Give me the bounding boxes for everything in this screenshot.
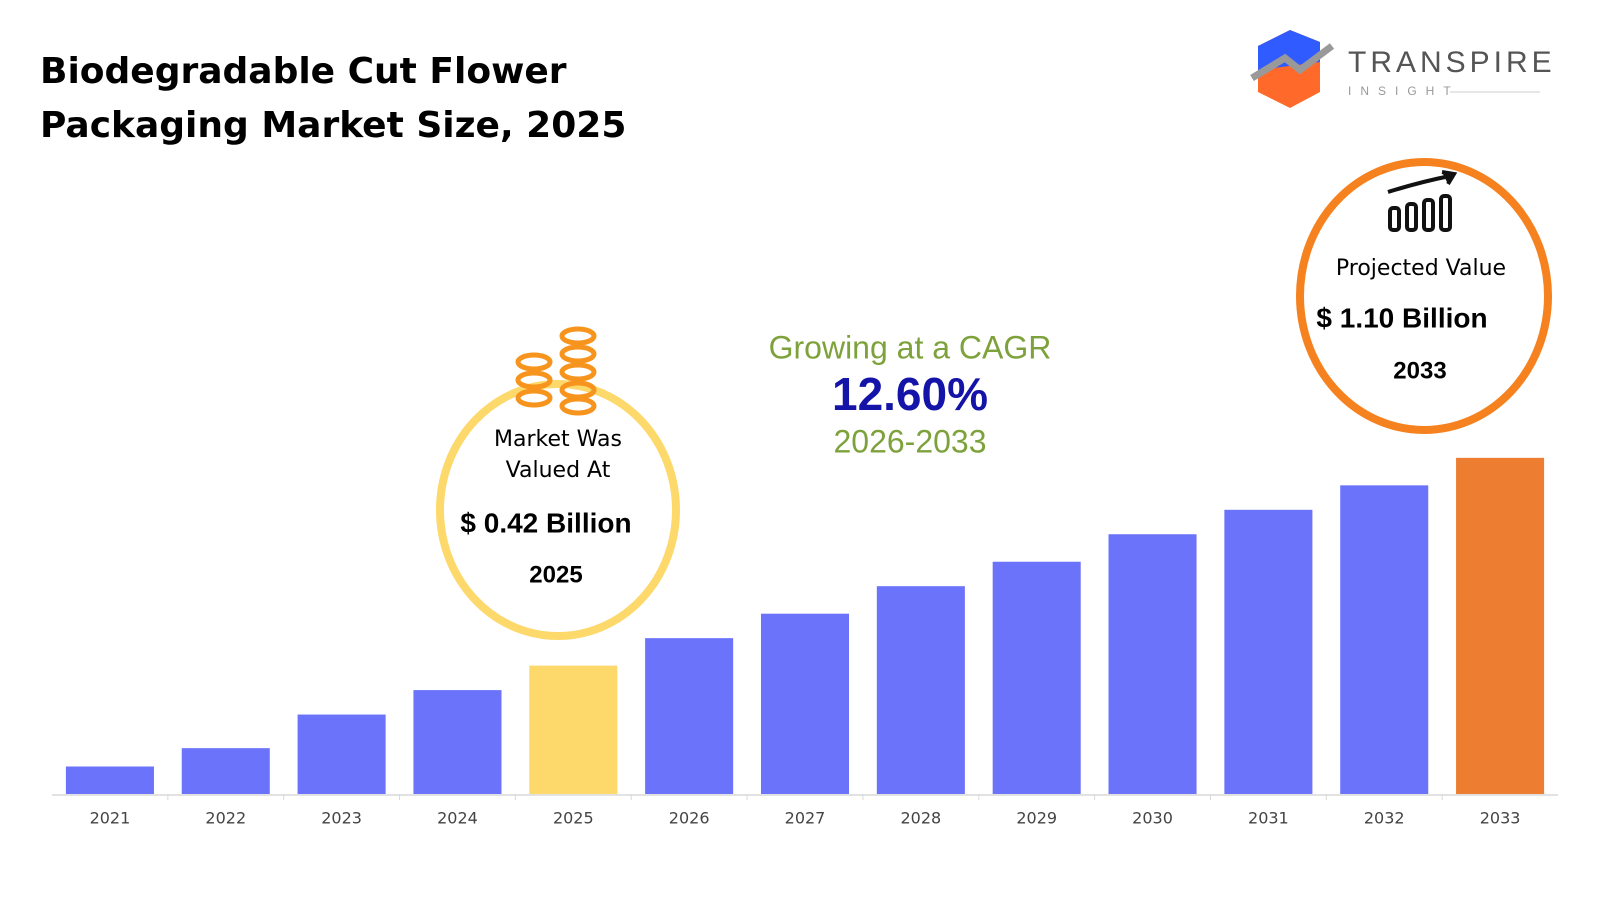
start-note-line: Market Was xyxy=(494,427,622,452)
bar xyxy=(1340,485,1429,794)
end-year: 2033 xyxy=(1393,357,1446,384)
start-ring xyxy=(436,380,680,640)
logo: TRANSPIRE INSIGHT xyxy=(1250,30,1556,108)
x-tick-label: 2033 xyxy=(1480,809,1521,828)
bar xyxy=(876,586,965,794)
x-tick-label: 2027 xyxy=(785,809,826,828)
x-tick-label: 2031 xyxy=(1248,809,1289,828)
x-tick-label: 2023 xyxy=(321,809,362,828)
end-lead: Projected Value xyxy=(1336,256,1506,281)
bar xyxy=(760,613,850,794)
bar xyxy=(1108,534,1197,794)
brand-tagline: INSIGHT xyxy=(1348,84,1460,98)
x-tick-label: 2022 xyxy=(205,809,246,828)
coins-icon xyxy=(515,326,597,416)
cagr-rate: 12.60% xyxy=(832,368,988,420)
logo-hex-top xyxy=(1258,30,1320,70)
bar xyxy=(1456,457,1545,794)
x-tick-label: 2029 xyxy=(1016,809,1057,828)
brand-name: TRANSPIRE xyxy=(1348,46,1556,79)
bar xyxy=(181,748,270,794)
x-tick-label: 2032 xyxy=(1364,809,1405,828)
bar xyxy=(1224,509,1313,794)
x-tick-label: 2024 xyxy=(437,809,478,828)
start-year: 2025 xyxy=(529,561,582,588)
x-tick-label: 2025 xyxy=(553,809,594,828)
x-tick-label: 2026 xyxy=(669,809,710,828)
logo-arrow xyxy=(1250,43,1335,81)
end-ring xyxy=(1296,158,1552,434)
x-tick-label: 2028 xyxy=(900,809,941,828)
bar xyxy=(645,638,734,794)
bar xyxy=(413,690,502,794)
bar xyxy=(65,766,154,794)
cagr-lead: Growing at a CAGR xyxy=(769,329,1052,365)
growth-icon xyxy=(1387,170,1458,232)
x-tick-label: 2030 xyxy=(1132,809,1173,828)
x-tick-label: 2021 xyxy=(90,809,131,828)
start-value: $ 0.42 Billion xyxy=(460,507,631,538)
bar xyxy=(529,665,618,794)
bar xyxy=(297,714,386,794)
chart-title: Biodegradable Cut Flower Packaging Marke… xyxy=(40,51,627,146)
end-value: $ 1.10 Billion xyxy=(1316,302,1487,333)
bar xyxy=(992,561,1081,794)
title-box: Biodegradable Cut Flower Packaging Marke… xyxy=(40,51,627,146)
start-note-line: Valued At xyxy=(506,458,611,483)
cagr-period: 2026-2033 xyxy=(833,423,986,459)
